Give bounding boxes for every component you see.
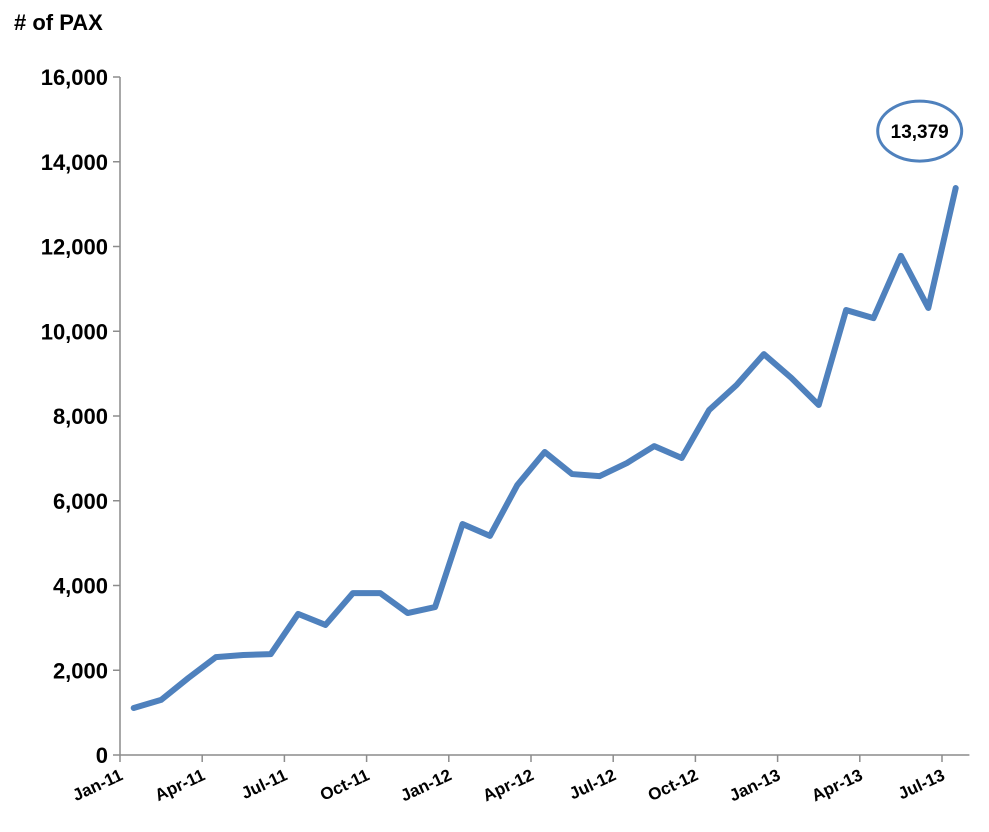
y-tick-label: 14,000 — [41, 150, 108, 175]
x-tick-label: Jan-12 — [398, 765, 455, 805]
x-tick-label: Oct-11 — [317, 765, 372, 804]
y-tick-label: 0 — [96, 743, 108, 768]
x-tick-label: Jan-13 — [726, 765, 783, 805]
y-tick-label: 4,000 — [53, 574, 108, 599]
x-tick-label: Oct-12 — [645, 765, 701, 805]
line-series — [130, 185, 959, 711]
y-axis-title: # of PAX — [14, 10, 103, 35]
y-tick-label: 2,000 — [53, 658, 108, 683]
data-label: 13,379 — [891, 122, 949, 143]
annotation-circle — [876, 99, 964, 163]
x-tick-label: Apr-11 — [152, 765, 208, 805]
y-tick-label: 16,000 — [41, 65, 108, 90]
x-tick-label: Jan-11 — [70, 765, 126, 805]
x-tick-label: Jul-13 — [895, 765, 948, 803]
x-tick-label: Apr-13 — [809, 765, 866, 805]
x-tick-label: Jul-12 — [566, 765, 619, 803]
y-tick-label: 12,000 — [41, 235, 108, 260]
x-tick-label: Jul-11 — [238, 765, 290, 803]
y-tick-label: 10,000 — [41, 319, 108, 344]
x-tick-label: Apr-12 — [480, 765, 537, 805]
y-tick-label: 8,000 — [53, 404, 108, 429]
y-tick-label: 6,000 — [53, 489, 108, 514]
